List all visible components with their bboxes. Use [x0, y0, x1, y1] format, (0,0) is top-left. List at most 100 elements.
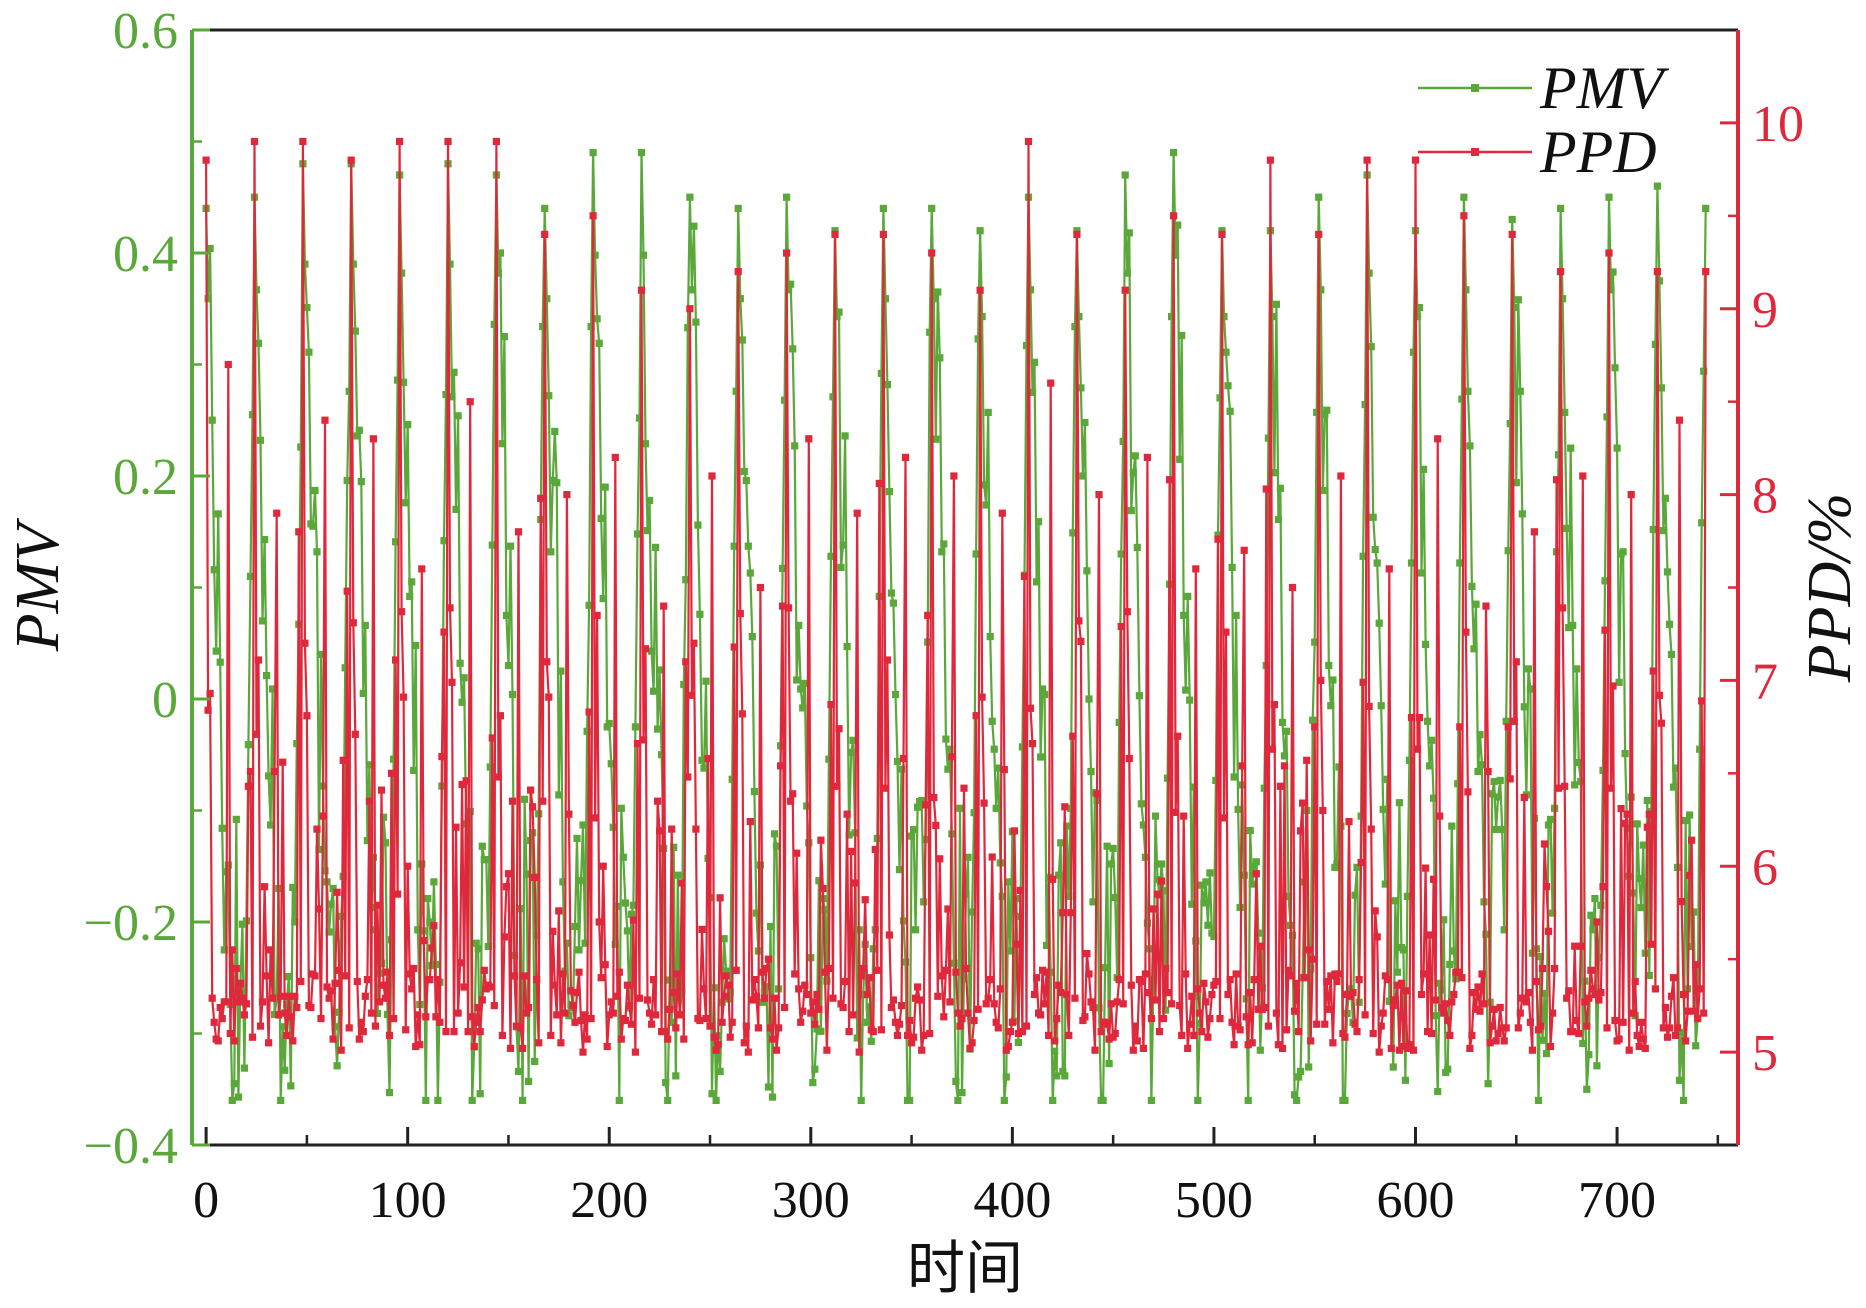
pmv-point [1248, 880, 1256, 888]
ppd-point [1617, 805, 1625, 813]
pmv-point [823, 977, 831, 985]
pmv-point [1254, 929, 1262, 937]
pmv-point [994, 764, 1002, 772]
pmv-point [1678, 1028, 1686, 1036]
pmv-point [1456, 559, 1464, 567]
ppd-point [1514, 1024, 1522, 1032]
ppd-point [1353, 1028, 1361, 1036]
pmv-point [541, 204, 549, 212]
pmv-point [565, 1012, 573, 1020]
pmv-point [1365, 269, 1373, 277]
ppd-point [256, 1022, 265, 1030]
ppd-point [1355, 976, 1363, 984]
ppd-point [1540, 840, 1549, 848]
pmv-point [333, 1062, 341, 1070]
pmv-point [1575, 759, 1583, 767]
ppd-point [478, 996, 486, 1004]
pmv-point [1089, 898, 1097, 906]
ppd-point [218, 1015, 226, 1023]
ppd-point [807, 1009, 815, 1017]
pmv-point [817, 1027, 825, 1035]
ppd-point [752, 992, 760, 1000]
pmv-point [654, 725, 662, 733]
legend-label: PMV [1539, 55, 1670, 121]
ppd-point [1127, 981, 1135, 989]
pmv-point [1162, 1006, 1170, 1014]
pmv-point [1022, 341, 1031, 350]
pmv-point [1137, 800, 1145, 808]
ppd-point [1565, 987, 1573, 995]
pmv-point [1351, 891, 1359, 899]
ppd-point [1605, 249, 1613, 257]
pmv-point [978, 313, 986, 321]
ppd-point [936, 855, 944, 863]
ppd-point [811, 1020, 819, 1028]
pmv-point [428, 961, 436, 970]
ppd-point [1264, 1022, 1272, 1030]
ppd-point [924, 611, 932, 619]
ppd-point [1534, 1026, 1543, 1034]
pmv-point [1099, 1096, 1107, 1104]
pmv-point [716, 1067, 724, 1075]
pmv-point [1311, 638, 1319, 646]
pmv-point [234, 1093, 242, 1101]
pmv-point [988, 717, 996, 725]
ppd-point [702, 1015, 710, 1023]
pmv-point [968, 908, 976, 916]
ppd-point [1682, 1037, 1690, 1045]
ppd-point [1585, 994, 1593, 1002]
ppd-point [1208, 990, 1216, 999]
pmv-point [1484, 1080, 1492, 1088]
pmv-point [980, 481, 988, 489]
pmv-point [972, 550, 980, 558]
ppd-point [1178, 1031, 1186, 1039]
pmv-point [940, 540, 948, 548]
ppd-point [345, 1024, 353, 1032]
pmv-point [1659, 527, 1667, 535]
pmv-point [1502, 717, 1510, 725]
ppd-point [271, 767, 279, 776]
ppd-point [1688, 836, 1696, 844]
ppd-point [879, 230, 887, 238]
pmv-point [1389, 1063, 1397, 1071]
ppd-point [1659, 1024, 1667, 1032]
ppd-point [845, 1028, 853, 1036]
pmv-point [1288, 931, 1297, 939]
ppd-point [506, 1044, 515, 1052]
pmv-point [597, 514, 605, 522]
x-tick-label: 600 [1376, 1172, 1454, 1229]
pmv-point [571, 922, 579, 931]
ppd-point [1018, 1028, 1026, 1036]
ppd-point [1684, 1007, 1692, 1015]
pmv-point [1649, 525, 1657, 534]
pmv-point [1395, 799, 1403, 807]
pmv-point [1565, 624, 1573, 632]
ppd-point [1008, 1018, 1016, 1026]
pmv-point [1651, 340, 1659, 348]
pmv-point [738, 336, 746, 344]
pmv-point [928, 204, 936, 212]
ppd-point [928, 249, 936, 257]
ppd-point [1170, 212, 1178, 220]
ppd-point [210, 1018, 218, 1026]
ppd-point [543, 658, 551, 666]
pmv-point [327, 900, 335, 908]
ppd-point [1204, 1033, 1212, 1041]
pmv-point [839, 541, 847, 549]
pmv-point [1264, 434, 1272, 442]
ppd-point [1391, 996, 1399, 1004]
pmv-point [1240, 871, 1248, 879]
pmv-point [390, 755, 398, 763]
ppd-point [1230, 1041, 1238, 1049]
ppd-point [803, 990, 811, 999]
ppd-point [377, 786, 386, 794]
ppd-point [1240, 546, 1248, 554]
pmv-point [768, 1093, 777, 1101]
ppd-point [875, 479, 883, 487]
pmv-point [1700, 367, 1708, 375]
ppd-point [775, 1024, 783, 1032]
ppd-point [460, 983, 468, 991]
ppd-point [1254, 1005, 1262, 1013]
ppd-point [1192, 565, 1200, 573]
pmv-point [901, 958, 910, 966]
